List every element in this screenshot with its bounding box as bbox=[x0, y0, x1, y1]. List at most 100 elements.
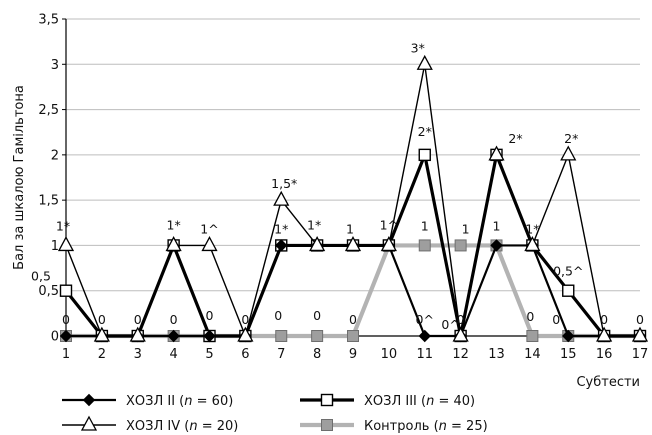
data-point bbox=[167, 329, 180, 343]
data-point bbox=[631, 326, 649, 342]
data-label: 1* bbox=[307, 217, 321, 232]
data-point bbox=[275, 330, 288, 342]
y-tick-label: 2,5 bbox=[38, 103, 59, 118]
x-axis-title: Субтести bbox=[576, 375, 640, 390]
y-tick-label: 3,5 bbox=[38, 13, 59, 28]
data-label: 0 bbox=[600, 312, 608, 327]
y-tick-labels: 0 0,5 1 1,5 2 2,5 3 3,5 bbox=[38, 13, 59, 345]
y-axis-title: Бал за шкалою Гамільтона bbox=[12, 85, 27, 270]
data-point bbox=[201, 236, 218, 252]
y-tick-label: 0 bbox=[51, 330, 59, 345]
x-tick-label: 10 bbox=[381, 347, 398, 362]
data-label: 0 bbox=[62, 312, 70, 327]
data-point bbox=[560, 145, 577, 161]
data-point bbox=[418, 148, 431, 162]
data-label: 1^ bbox=[200, 221, 218, 236]
data-label: 1 bbox=[462, 221, 470, 236]
data-label: 1,5* bbox=[271, 176, 297, 191]
data-label: 0 bbox=[170, 312, 178, 327]
data-point bbox=[59, 284, 73, 297]
series-3 bbox=[57, 54, 649, 342]
legend-item-2: ХОЗЛ III (n = 40) bbox=[300, 393, 475, 409]
legend-label: ХОЗЛ II (n = 60) bbox=[126, 394, 233, 409]
x-tick-label: 17 bbox=[632, 347, 649, 362]
x-tick-label: 13 bbox=[488, 347, 505, 362]
data-label: 0 bbox=[206, 308, 214, 323]
data-point bbox=[203, 329, 216, 343]
data-label: 1* bbox=[525, 221, 539, 236]
legend-marker bbox=[321, 419, 333, 431]
x-tick-label: 1 bbox=[62, 347, 70, 362]
legend-label: ХОЗЛ IV (n = 20) bbox=[126, 419, 238, 434]
data-label: 0 bbox=[98, 312, 106, 327]
data-label: 0,5 bbox=[31, 269, 51, 284]
data-label: 0 bbox=[274, 308, 282, 323]
legend-item-3: ХОЗЛ IV (n = 20) bbox=[62, 415, 238, 434]
data-point bbox=[526, 330, 539, 342]
x-tick-label: 2 bbox=[98, 347, 106, 362]
x-tick-label: 4 bbox=[169, 347, 177, 362]
data-point bbox=[562, 284, 575, 297]
x-tick-label: 14 bbox=[524, 347, 541, 362]
legend-label: ХОЗЛ III (n = 40) bbox=[364, 394, 475, 409]
legend-marker bbox=[320, 393, 334, 407]
x-tick-label: 11 bbox=[416, 347, 433, 362]
data-label: 0^ bbox=[416, 312, 434, 327]
data-point bbox=[59, 329, 73, 343]
data-label: 2* bbox=[564, 131, 578, 146]
data-point bbox=[93, 326, 110, 342]
y-tick-label: 0,5 bbox=[38, 284, 59, 299]
data-point bbox=[347, 330, 359, 342]
y-tick-label: 1,5 bbox=[38, 194, 59, 209]
x-tick-label: 3 bbox=[134, 347, 142, 362]
y-tick-label: 3 bbox=[51, 58, 59, 73]
data-label: 0 bbox=[313, 308, 321, 323]
x-tick-labels: 1 2 3 4 5 6 7 8 9 10 11 12 13 14 15 16 17 bbox=[62, 347, 648, 362]
data-label: 2* bbox=[508, 131, 522, 146]
data-label: 0^ bbox=[441, 317, 459, 332]
data-label: 1* bbox=[56, 218, 70, 233]
legend-marker bbox=[80, 415, 98, 431]
data-label: 0 bbox=[241, 312, 249, 327]
data-label: 0 bbox=[552, 312, 560, 327]
data-label: 1^ bbox=[380, 217, 398, 232]
data-label: 0 bbox=[526, 309, 534, 324]
data-label: 0 bbox=[457, 312, 465, 327]
y-tick-label: 1 bbox=[51, 239, 59, 254]
data-point bbox=[165, 236, 182, 252]
data-point bbox=[237, 326, 254, 342]
legend-marker bbox=[82, 393, 96, 407]
data-point bbox=[309, 236, 326, 252]
data-point bbox=[452, 326, 469, 342]
data-labels: 1*0,50 0 01*01^0 01,5*1*01*0101^3*2*10^10^0… bbox=[31, 40, 644, 332]
x-tick-label: 12 bbox=[452, 347, 469, 362]
legend-label: Контроль (n = 25) bbox=[364, 419, 488, 434]
data-point bbox=[454, 239, 467, 252]
data-label: 1 bbox=[493, 218, 501, 233]
data-point bbox=[490, 239, 503, 252]
series-group bbox=[57, 54, 649, 343]
data-point bbox=[344, 236, 362, 252]
data-point bbox=[418, 239, 431, 252]
legend-item-4: Контроль (n = 25) bbox=[300, 419, 488, 434]
data-label: 1 bbox=[421, 218, 429, 233]
x-tick-label: 7 bbox=[277, 347, 285, 362]
data-point bbox=[488, 145, 505, 161]
data-label: 0 bbox=[134, 312, 142, 327]
data-label: 1 bbox=[346, 221, 354, 236]
data-label: 0,5^ bbox=[553, 264, 583, 279]
x-tick-label: 6 bbox=[241, 347, 249, 362]
data-point bbox=[57, 236, 75, 252]
legend-item-1: ХОЗЛ II (n = 60) bbox=[62, 393, 233, 409]
x-tick-label: 8 bbox=[313, 347, 321, 362]
axes bbox=[62, 18, 640, 337]
data-point bbox=[562, 329, 575, 343]
data-point bbox=[524, 236, 541, 252]
x-tick-label: 9 bbox=[349, 347, 357, 362]
data-point bbox=[129, 326, 146, 342]
data-label: 0 bbox=[636, 312, 644, 327]
data-point bbox=[596, 326, 613, 342]
data-point bbox=[416, 54, 433, 70]
data-label: 0 bbox=[349, 312, 357, 327]
data-label: 3* bbox=[411, 40, 425, 55]
